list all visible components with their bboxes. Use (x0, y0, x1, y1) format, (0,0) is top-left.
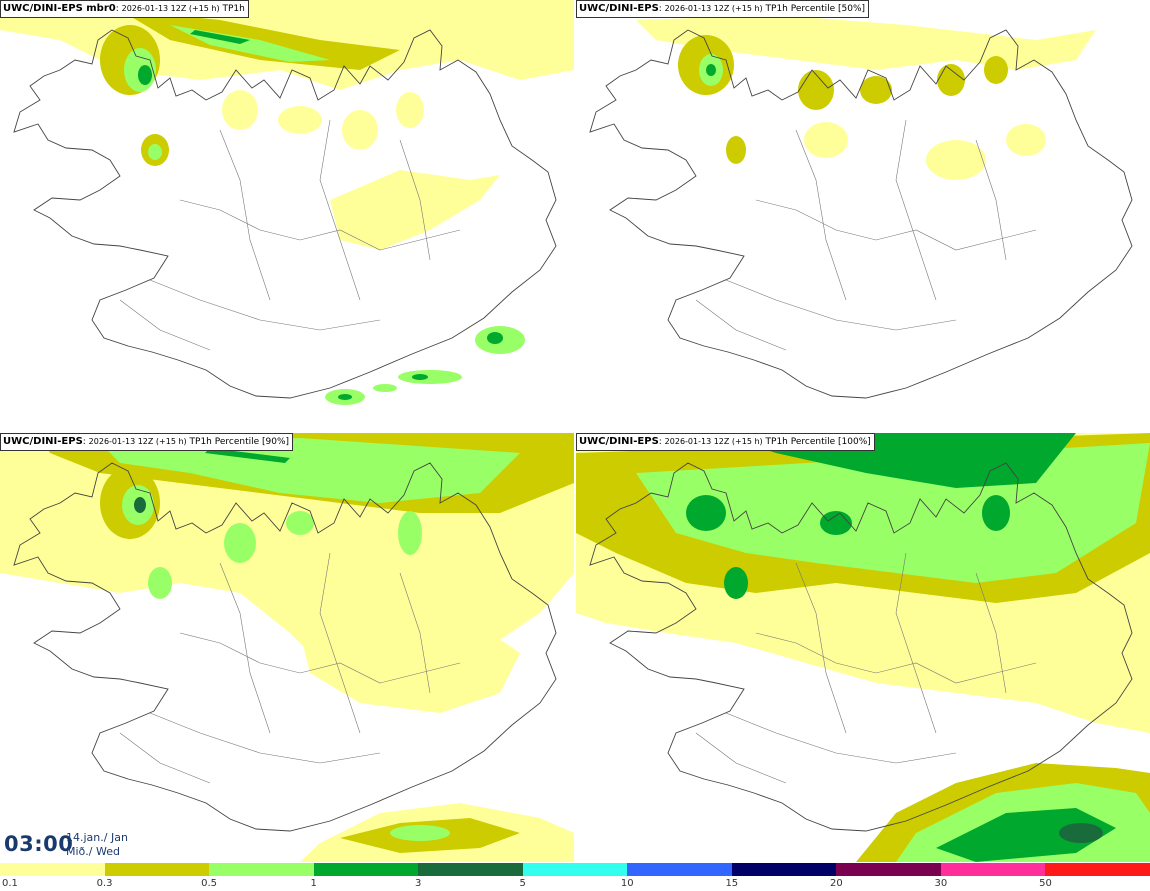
legend-tick-label: 1 (310, 878, 317, 889)
model-label: UWC/DINI-EPS (579, 436, 659, 447)
legend-swatch (731, 863, 837, 876)
valid-time-box: 03:00 14.jan./ Jan Mið./ Wed (0, 826, 135, 862)
run-label: 2026-01-13 12Z (+15 h) (88, 437, 187, 446)
legend-tick-label: 50 (1039, 878, 1052, 889)
precip-map (0, 433, 574, 862)
valid-time: 03:00 (4, 832, 74, 856)
map-panel-p90: UWC/DINI-EPS: 2026-01-13 12Z (+15 h) TP1… (0, 433, 574, 862)
legend-tick-label: 0.5 (201, 878, 218, 889)
run-label: 2026-01-13 12Z (+15 h) (664, 4, 763, 13)
valid-weekday: Mið./ Wed (66, 845, 120, 858)
map-panel-p100: UWC/DINI-EPS: 2026-01-13 12Z (+15 h) TP1… (576, 433, 1150, 862)
valid-date: 14.jan./ Jan (66, 831, 128, 844)
run-label: 2026-01-13 12Z (+15 h) (121, 4, 220, 13)
map-panel-p50: UWC/DINI-EPS: 2026-01-13 12Z (+15 h) TP1… (576, 0, 1150, 431)
model-label: UWC/DINI-EPS mbr0 (3, 3, 116, 14)
legend-swatch (1045, 863, 1150, 876)
legend-tick-label: 5 (519, 878, 526, 889)
precip-map (576, 0, 1150, 431)
legend-swatch (836, 863, 942, 876)
legend-tick-label: 3 (414, 878, 422, 889)
panel-title: UWC/DINI-EPS mbr0: 2026-01-13 12Z (+15 h… (0, 0, 249, 18)
legend-tick-label: 20 (829, 878, 843, 889)
model-label: UWC/DINI-EPS (3, 436, 83, 447)
panel-divider (0, 431, 1150, 433)
field-label: TP1h Percentile [50%] (765, 4, 866, 14)
panel-title: UWC/DINI-EPS: 2026-01-13 12Z (+15 h) TP1… (576, 0, 870, 18)
legend-swatch (418, 863, 524, 876)
panel-title: UWC/DINI-EPS: 2026-01-13 12Z (+15 h) TP1… (0, 433, 294, 451)
map-panel-member0: UWC/DINI-EPS mbr0: 2026-01-13 12Z (+15 h… (0, 0, 574, 431)
legend-tick-label: 30 (934, 878, 948, 889)
legend-swatch (940, 863, 1046, 876)
color-legend: 0.1 0.3 0.5 1 3 5 10 15 20 30 50 (0, 863, 1150, 891)
legend-swatch (627, 863, 733, 876)
legend-tick-label: 0.1 (2, 878, 18, 889)
legend-swatch (209, 863, 315, 876)
precip-map (576, 433, 1150, 862)
field-label: TP1h (222, 4, 245, 14)
run-label: 2026-01-13 12Z (+15 h) (664, 437, 763, 446)
legend-tick-label: 0.3 (96, 878, 113, 889)
legend-color-bar (0, 863, 1150, 876)
precip-map (0, 0, 574, 431)
legend-swatch (104, 863, 210, 876)
legend-swatch (0, 863, 106, 876)
legend-tick-label: 15 (725, 878, 739, 889)
model-label: UWC/DINI-EPS (579, 3, 659, 14)
panel-title: UWC/DINI-EPS: 2026-01-13 12Z (+15 h) TP1… (576, 433, 875, 451)
field-label: TP1h Percentile [90%] (189, 437, 290, 447)
legend-swatch (522, 863, 628, 876)
field-label: TP1h Percentile [100%] (765, 437, 871, 447)
legend-tick-label: 10 (620, 878, 634, 889)
legend-swatch (313, 863, 419, 876)
